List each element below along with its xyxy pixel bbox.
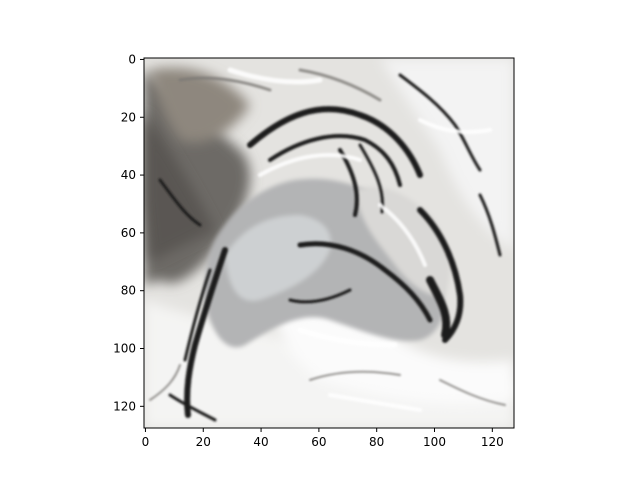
x-tick-label: 60 [311,435,326,449]
y-tick-label: 20 [121,110,136,124]
y-tick-label: 40 [121,168,136,182]
y-tick-label: 100 [113,342,136,356]
x-tick-label: 20 [196,435,211,449]
x-tick-label: 80 [369,435,384,449]
y-tick-label: 120 [113,399,136,413]
y-axis: 0 20 40 60 80 100 120 [113,52,144,413]
y-tick-label: 80 [121,284,136,298]
axes-frame [143,57,515,429]
y-tick-label: 60 [121,226,136,240]
x-tick-label: 100 [423,435,446,449]
y-tick-label: 0 [128,52,136,66]
x-axis: 0 20 40 60 80 100 120 [142,428,504,449]
x-tick-label: 40 [253,435,268,449]
x-tick-label: 120 [481,435,504,449]
x-tick-label: 0 [142,435,150,449]
heatmap-image [144,58,514,428]
